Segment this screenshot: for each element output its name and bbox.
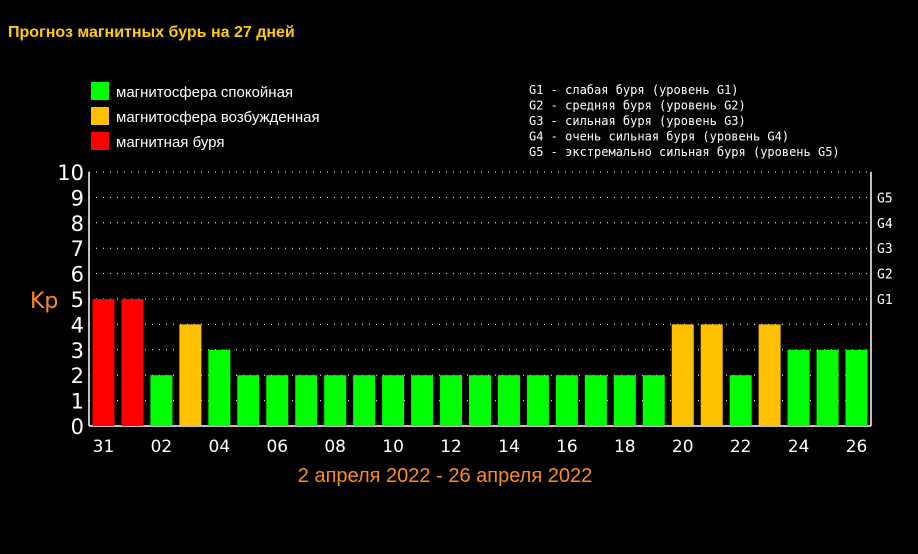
bar-05 [237, 375, 260, 426]
y-tick-label: 9 [71, 186, 84, 210]
bar-22 [729, 375, 752, 426]
g-legend-entry: G4 - очень сильная буря (уровень G4) [529, 130, 789, 144]
bar-12 [440, 375, 463, 426]
bar-24 [787, 349, 810, 426]
y-tick-label: 7 [71, 237, 84, 261]
bar-23 [758, 324, 781, 426]
bar-10 [382, 375, 405, 426]
bar-26 [845, 349, 868, 426]
x-tick-label: 04 [209, 437, 231, 457]
bar-31 [92, 299, 115, 426]
x-tick-labels: 31 02 04 06 08 10 12 14 16 18 20 22 24 26 [93, 437, 868, 457]
bar-19 [642, 375, 665, 426]
bar-14 [497, 375, 520, 426]
legend-status: магнитосфера спокойная магнитосфера возбу… [91, 82, 320, 151]
bar-20 [671, 324, 694, 426]
bar-21 [700, 324, 723, 426]
bar-08 [324, 375, 347, 426]
g-level-label: G4 [877, 217, 893, 232]
bar-11 [411, 375, 434, 426]
legend-swatch [91, 107, 109, 125]
bar-17 [584, 375, 607, 426]
g-legend-entry: G5 - экстремально сильная буря (уровень … [529, 145, 840, 159]
g-level-label: G3 [877, 242, 893, 257]
legend-swatch [91, 82, 109, 100]
x-axis-label: 2 апреля 2022 - 26 апреля 2022 [298, 465, 592, 487]
bar-13 [469, 375, 491, 426]
page-title: Прогноз магнитных бурь на 27 дней [8, 24, 295, 41]
g-level-label: G5 [877, 191, 893, 206]
x-tick-label: 24 [788, 437, 810, 457]
x-tick-label: 10 [382, 437, 404, 457]
y-axis-label: Kp [30, 289, 58, 314]
x-tick-label: 02 [151, 437, 173, 457]
g-level-label: G2 [877, 268, 893, 283]
y-tick-label: 5 [71, 288, 84, 312]
y-tick-label: 8 [71, 212, 84, 236]
legend-swatch [91, 132, 109, 150]
x-tick-label: 08 [324, 437, 346, 457]
y-tick-label: 3 [71, 339, 84, 363]
bar-06 [266, 375, 289, 426]
g-level-label: G1 [877, 293, 893, 308]
y-tick-label: 4 [71, 313, 84, 337]
bar-18 [613, 375, 636, 426]
bar-15 [526, 375, 549, 426]
g-legend-entry: G3 - сильная буря (уровень G3) [529, 114, 746, 128]
x-tick-label: 06 [266, 437, 288, 457]
bar-01 [121, 299, 144, 426]
x-tick-label: 14 [498, 437, 520, 457]
legend-label: магнитосфера спокойная [116, 84, 293, 101]
bar-02 [150, 375, 173, 426]
g-legend-entry: G2 - средняя буря (уровень G2) [529, 99, 746, 113]
y-tick-label: 10 [57, 161, 84, 185]
legend-label: магнитная буря [116, 134, 224, 151]
bar-25 [816, 349, 839, 426]
legend-g-levels: G1 - слабая буря (уровень G1) G2 - средня… [529, 83, 840, 159]
x-tick-label: 26 [846, 437, 868, 457]
grid [89, 171, 871, 402]
y-tick-label: 6 [71, 263, 84, 287]
x-tick-label: 16 [556, 437, 578, 457]
x-tick-label: 12 [440, 437, 462, 457]
x-tick-label: 22 [730, 437, 752, 457]
g-legend-entry: G1 - слабая буря (уровень G1) [529, 83, 739, 97]
x-tick-label: 18 [614, 437, 636, 457]
legend-label: магнитосфера возбужденная [116, 109, 320, 126]
bar-04 [208, 349, 231, 426]
bar-07 [295, 375, 318, 426]
bar-03 [179, 324, 202, 426]
x-tick-label: 31 [93, 437, 115, 457]
y-tick-label: 0 [71, 415, 84, 439]
bar-16 [555, 375, 578, 426]
bars [92, 299, 868, 426]
y-tick-label: 1 [71, 390, 84, 414]
x-tick-label: 20 [672, 437, 694, 457]
bar-09 [353, 375, 376, 426]
y-tick-label: 2 [71, 364, 84, 388]
g-level-labels: G1 G2 G3 G4 G5 [877, 191, 893, 308]
